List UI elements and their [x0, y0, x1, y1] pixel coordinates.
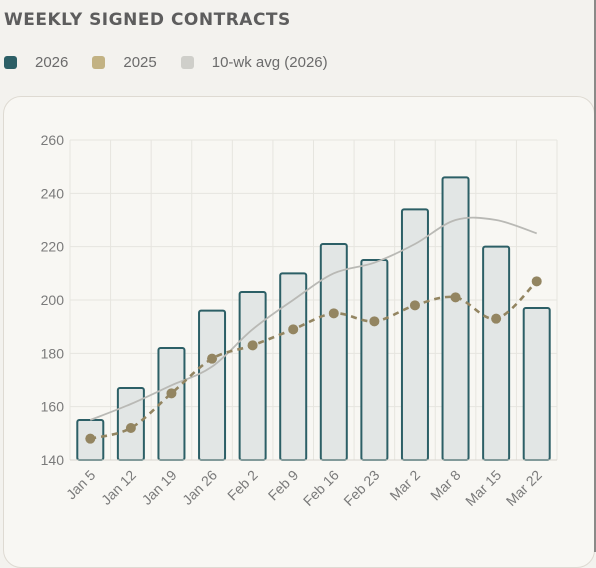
- legend-label-2025: 2025: [123, 54, 157, 71]
- legend: 2026 2025 10-wk avg (2026): [4, 54, 352, 71]
- y-tick-label: 180: [41, 345, 65, 361]
- bar-2026: [400, 208, 429, 461]
- y-tick-label: 240: [41, 185, 65, 201]
- legend-swatch-2025: [92, 56, 106, 69]
- x-tick-label: Mar 15: [462, 467, 504, 509]
- bar-2026: [522, 307, 551, 461]
- bar-2026: [157, 347, 186, 461]
- point-2025: [531, 276, 542, 287]
- x-tick-label: Feb 23: [340, 467, 382, 509]
- y-tick-label: 220: [41, 239, 65, 255]
- bar-2026: [238, 291, 267, 461]
- point-2025: [125, 423, 136, 433]
- bar-2026: [198, 309, 227, 461]
- y-tick-label: 200: [41, 292, 65, 308]
- bar-2026: [482, 245, 511, 461]
- point-2025: [166, 388, 177, 399]
- x-tick-label: Mar 8: [427, 467, 464, 504]
- bar-2026: [279, 272, 308, 462]
- x-tick-label: Feb 2: [224, 467, 261, 504]
- bar-2026: [319, 243, 348, 461]
- legend-swatch-2026: [4, 56, 17, 69]
- bar-2026: [360, 259, 389, 461]
- x-tick-label: Feb 16: [300, 467, 342, 509]
- point-2025: [491, 313, 502, 324]
- point-2025: [85, 433, 96, 444]
- line-10wk-avg: [89, 216, 537, 421]
- legend-label-avg: 10-wk avg (2026): [211, 54, 328, 71]
- x-tick-label: Jan 19: [139, 467, 180, 508]
- y-tick-label: 160: [41, 399, 65, 415]
- point-2025: [450, 292, 461, 303]
- y-tick-label: 140: [41, 452, 65, 468]
- x-tick-label: Jan 26: [179, 467, 220, 508]
- chart-title: WEEKLY SIGNED CONTRACTS: [4, 10, 291, 30]
- legend-swatch-avg: [180, 56, 194, 69]
- point-2025: [369, 316, 380, 327]
- point-2025: [247, 340, 258, 351]
- chart-svg: 140 160 180 200 220 240 260 Jan 5 Jan 12 Jan 19 Ja…: [41, 132, 558, 509]
- legend-item-2026[interactable]: 2026: [4, 54, 68, 71]
- point-2025: [328, 308, 339, 319]
- point-2025: [409, 300, 420, 311]
- point-2025: [288, 324, 299, 335]
- window-edge: [594, 0, 596, 552]
- legend-item-avg[interactable]: 10-wk avg (2026): [180, 54, 328, 71]
- x-tick-label: Jan 5: [63, 467, 99, 503]
- x-tick-label: Jan 12: [98, 467, 139, 508]
- x-tick-label: Mar 2: [386, 467, 423, 504]
- y-tick-label: 260: [41, 132, 65, 148]
- legend-label-2026: 2026: [35, 54, 69, 71]
- point-2025: [207, 353, 218, 364]
- x-tick-label: Mar 22: [503, 467, 545, 509]
- legend-item-2025[interactable]: 2025: [92, 54, 157, 71]
- x-tick-label: Feb 9: [265, 467, 302, 504]
